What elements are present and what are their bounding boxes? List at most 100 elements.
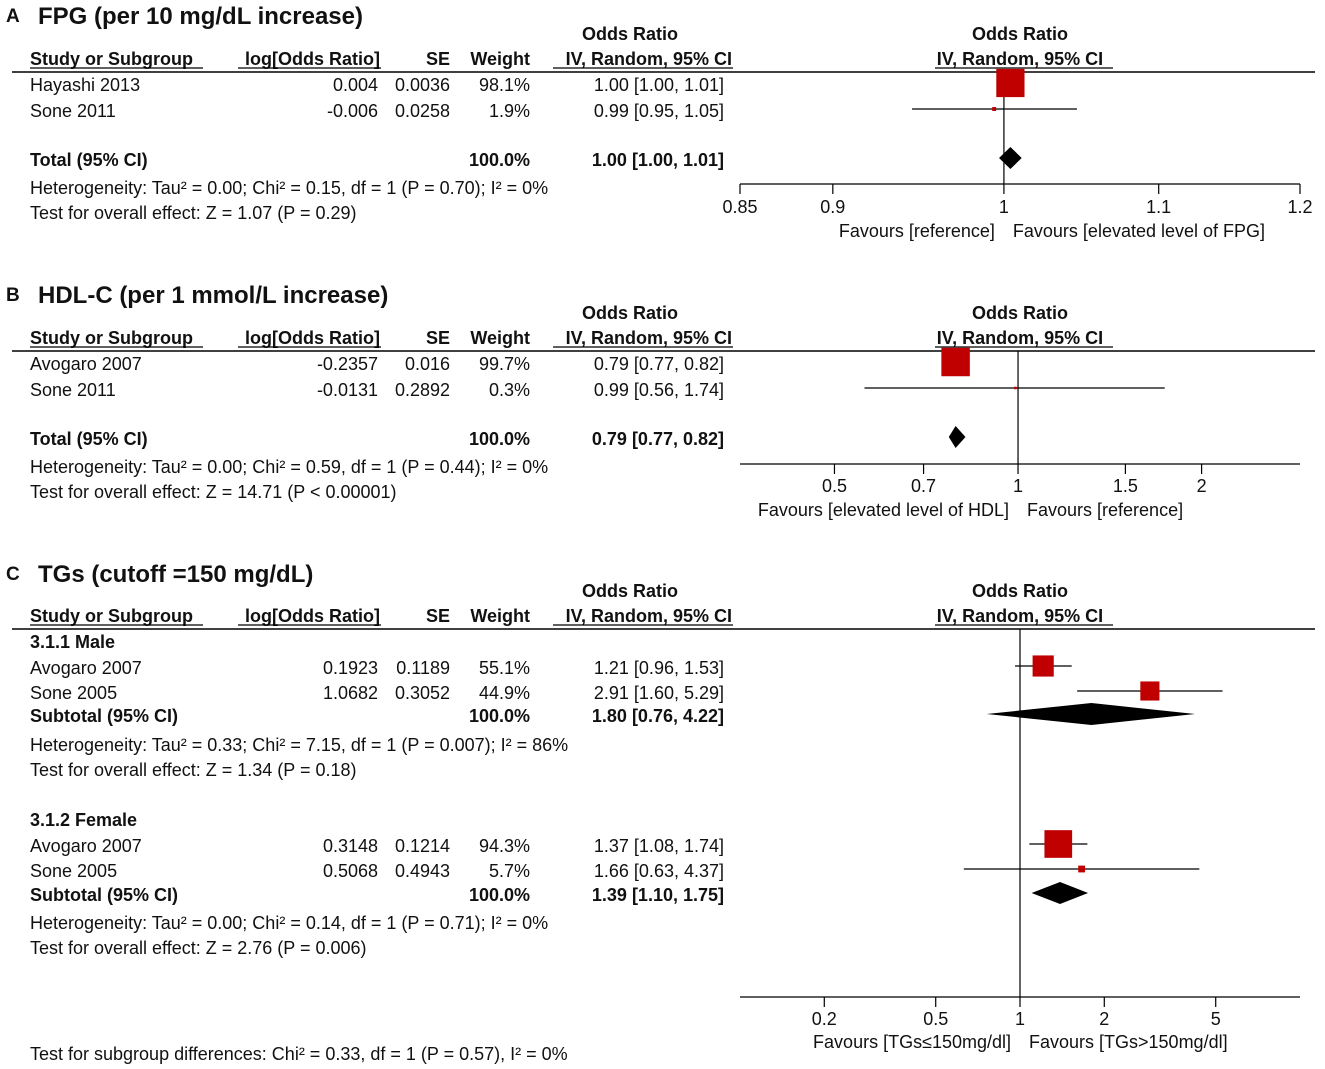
study-se: 0.0036 (395, 75, 450, 95)
plot-header-odds-ratio: Odds Ratio (972, 24, 1068, 44)
study-log-or: 0.5068 (323, 861, 378, 881)
overall-effect-text: Test for overall effect: Z = 1.34 (P = 0… (30, 760, 357, 780)
heterogeneity-text: Heterogeneity: Tau² = 0.33; Chi² = 7.15,… (30, 735, 568, 755)
total-label: Total (95% CI) (30, 429, 148, 449)
heterogeneity-text: Heterogeneity: Tau² = 0.00; Chi² = 0.15,… (30, 178, 548, 198)
total-ci: 1.00 [1.00, 1.01] (592, 150, 724, 170)
study-weight: 55.1% (479, 658, 530, 678)
column-header-log-or: log[Odds Ratio] (245, 49, 380, 69)
study-effect-box (1078, 865, 1086, 873)
study-ci: 0.99 [0.56, 1.74] (594, 380, 724, 400)
study-log-or: 0.004 (333, 75, 378, 95)
study-effect-box (996, 68, 1025, 98)
study-name: Sone 2005 (30, 683, 117, 703)
total-weight: 100.0% (469, 429, 530, 449)
x-axis-tick-label: 0.85 (722, 197, 757, 217)
total-weight: 100.0% (469, 885, 530, 905)
column-header-log-or: log[Odds Ratio] (245, 328, 380, 348)
column-header-weight: Weight (470, 49, 530, 69)
column-header-study: Study or Subgroup (30, 606, 193, 626)
study-se: 0.2892 (395, 380, 450, 400)
plot-header-odds-ratio: Odds Ratio (972, 581, 1068, 601)
study-name: Hayashi 2013 (30, 75, 140, 95)
favours-right-label: Favours [elevated level of FPG] (1013, 221, 1265, 241)
study-weight: 0.3% (489, 380, 530, 400)
subgroup-label: 3.1.1 Male (30, 632, 115, 652)
column-header-weight: Weight (470, 328, 530, 348)
x-axis-tick-label: 1.2 (1287, 197, 1312, 217)
total-ci: 1.39 [1.10, 1.75] (592, 885, 724, 905)
favours-left-label: Favours [reference] (839, 221, 995, 241)
study-ci: 1.21 [0.96, 1.53] (594, 658, 724, 678)
study-effect-box (1044, 830, 1073, 858)
study-se: 0.3052 (395, 683, 450, 703)
column-header-method: IV, Random, 95% CI (566, 328, 732, 348)
x-axis-tick-label: 1 (1015, 1009, 1025, 1029)
study-name: Avogaro 2007 (30, 354, 142, 374)
study-log-or: -0.0131 (317, 380, 378, 400)
heterogeneity-text: Heterogeneity: Tau² = 0.00; Chi² = 0.59,… (30, 457, 548, 477)
study-ci: 0.79 [0.77, 0.82] (594, 354, 724, 374)
x-axis-tick-label: 0.5 (822, 476, 847, 496)
column-header-se: SE (426, 328, 450, 348)
x-axis-tick-label: 1 (1013, 476, 1023, 496)
study-se: 0.0258 (395, 101, 450, 121)
column-header-se: SE (426, 606, 450, 626)
plot-header-method: IV, Random, 95% CI (937, 606, 1103, 626)
study-effect-box (941, 347, 970, 377)
study-effect-box (1032, 655, 1054, 677)
panel-letter: B (6, 285, 20, 306)
favours-left-label: Favours [TGs≤150mg/dl] (813, 1032, 1011, 1052)
plot-header-method: IV, Random, 95% CI (937, 49, 1103, 69)
study-log-or: -0.006 (327, 101, 378, 121)
study-se: 0.4943 (395, 861, 450, 881)
overall-effect-text: Test for overall effect: Z = 2.76 (P = 0… (30, 938, 367, 958)
pooled-effect-diamond (986, 703, 1196, 725)
study-weight: 5.7% (489, 861, 530, 881)
study-ci: 1.66 [0.63, 4.37] (594, 861, 724, 881)
study-ci: 2.91 [1.60, 5.29] (594, 683, 724, 703)
column-header-log-or: log[Odds Ratio] (245, 606, 380, 626)
column-header-method: IV, Random, 95% CI (566, 49, 732, 69)
subgroup-difference-text: Test for subgroup differences: Chi² = 0.… (30, 1044, 568, 1064)
x-axis-tick-label: 2 (1197, 476, 1207, 496)
total-label: Subtotal (95% CI) (30, 706, 178, 726)
total-label: Total (95% CI) (30, 150, 148, 170)
panel-letter: A (6, 6, 20, 27)
column-header-odds-ratio: Odds Ratio (582, 581, 678, 601)
favours-right-label: Favours [reference] (1027, 500, 1183, 520)
study-weight: 98.1% (479, 75, 530, 95)
study-name: Sone 2011 (30, 380, 116, 400)
total-ci: 0.79 [0.77, 0.82] (592, 429, 724, 449)
favours-right-label: Favours [TGs>150mg/dl] (1029, 1032, 1228, 1052)
column-header-study: Study or Subgroup (30, 49, 193, 69)
study-se: 0.016 (405, 354, 450, 374)
pooled-effect-diamond (948, 426, 966, 448)
x-axis-tick-label: 5 (1211, 1009, 1221, 1029)
total-weight: 100.0% (469, 706, 530, 726)
column-header-odds-ratio: Odds Ratio (582, 24, 678, 44)
panel-title: TGs (cutoff =150 mg/dL) (38, 561, 313, 588)
study-weight: 94.3% (479, 836, 530, 856)
study-log-or: -0.2357 (317, 354, 378, 374)
x-axis-tick-label: 0.7 (911, 476, 936, 496)
study-log-or: 0.1923 (323, 658, 378, 678)
study-effect-box (992, 107, 997, 111)
study-weight: 99.7% (479, 354, 530, 374)
total-label: Subtotal (95% CI) (30, 885, 178, 905)
study-ci: 1.00 [1.00, 1.01] (594, 75, 724, 95)
pooled-effect-diamond (999, 147, 1022, 169)
study-name: Avogaro 2007 (30, 658, 142, 678)
study-ci: 1.37 [1.08, 1.74] (594, 836, 724, 856)
total-weight: 100.0% (469, 150, 530, 170)
study-weight: 1.9% (489, 101, 530, 121)
study-ci: 0.99 [0.95, 1.05] (594, 101, 724, 121)
study-effect-box (1140, 681, 1160, 701)
study-log-or: 1.0682 (323, 683, 378, 703)
study-effect-box (1014, 386, 1017, 390)
overall-effect-text: Test for overall effect: Z = 1.07 (P = 0… (30, 203, 357, 223)
x-axis-tick-label: 2 (1099, 1009, 1109, 1029)
study-log-or: 0.3148 (323, 836, 378, 856)
study-weight: 44.9% (479, 683, 530, 703)
